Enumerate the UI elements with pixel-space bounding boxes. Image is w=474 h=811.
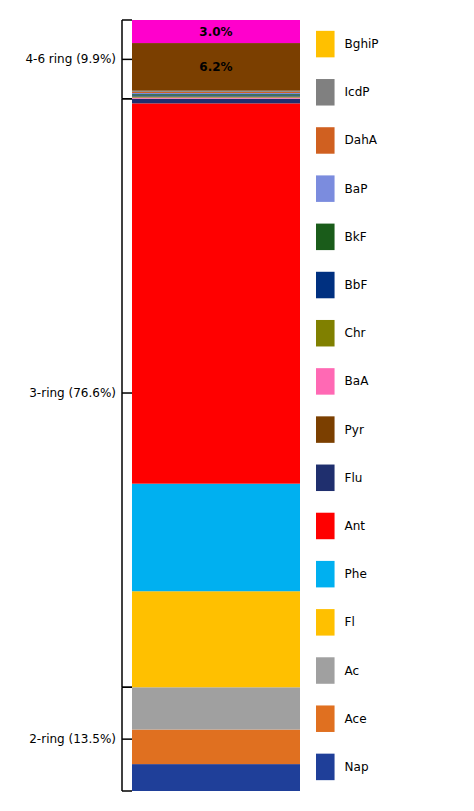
- group-bracket: [122, 20, 132, 99]
- legend-swatch: [316, 31, 335, 58]
- legend-label: Nap: [345, 760, 369, 774]
- bracket-line: [122, 98, 132, 100]
- bar-segment: [132, 484, 300, 592]
- legend-swatch: [316, 609, 335, 636]
- legend-swatch: [316, 224, 335, 251]
- legend-swatch: [316, 465, 335, 492]
- legend-label: Pyr: [345, 423, 364, 437]
- bar-segment: [132, 91, 300, 92]
- legend-label: Chr: [345, 326, 366, 340]
- legend-label: IcdP: [345, 85, 370, 99]
- legend-label: Fl: [345, 615, 355, 629]
- bracket-line: [122, 790, 132, 792]
- legend-label: DahA: [345, 133, 378, 147]
- bar-segment: [132, 730, 300, 765]
- legend-swatch: [316, 368, 335, 395]
- group-label: 2-ring (13.5%): [29, 732, 116, 746]
- bars: [132, 20, 300, 791]
- bracket-line: [122, 738, 132, 740]
- legend-swatch: [316, 754, 335, 781]
- bar-segment: [132, 95, 300, 96]
- data-label: 3.0%: [199, 25, 232, 39]
- legend-label: Flu: [345, 471, 363, 485]
- legend-swatch: [316, 175, 335, 202]
- legend-swatch: [316, 561, 335, 588]
- bar-segment: [132, 20, 300, 43]
- bar-segment: [132, 764, 300, 791]
- legend-label: Phe: [345, 567, 367, 581]
- legend-swatch: [316, 416, 335, 443]
- chart: 6.2% 3.0% 2-ring (13.5%) 3-ring (76.6%) 4-6 …: [0, 0, 474, 811]
- group-bracket: [122, 99, 132, 688]
- data-label: 6.2%: [199, 60, 232, 74]
- legend-label: Ac: [345, 664, 360, 678]
- legend-label: BghiP: [345, 37, 379, 51]
- legend-label: BkF: [345, 230, 367, 244]
- legend-swatch: [316, 513, 335, 540]
- legend-swatch: [316, 272, 335, 299]
- bar-segment: [132, 103, 300, 483]
- group-label: 3-ring (76.6%): [29, 386, 116, 400]
- bracket-line: [122, 687, 132, 689]
- bar-segment: [132, 591, 300, 687]
- bracket-line: [122, 687, 132, 689]
- bar-segment: [132, 687, 300, 729]
- bar-segment: [132, 98, 300, 99]
- bar-segment: [132, 94, 300, 95]
- legend-label: Ant: [345, 519, 366, 533]
- group-label: 4-6 ring (9.9%): [25, 52, 116, 66]
- bar-segment: [132, 92, 300, 93]
- legend-swatch: [316, 127, 335, 154]
- legend: BghiP IcdP DahA BaP BkF BbF Chr BaA Pyr Flu Ant Phe…: [316, 31, 379, 780]
- legend-label: Ace: [345, 712, 367, 726]
- bracket-line: [122, 59, 132, 61]
- bar-segment: [132, 93, 300, 94]
- bar-segment: [132, 99, 300, 104]
- legend-label: BaA: [345, 374, 370, 388]
- bar-segment: [132, 43, 300, 91]
- legend-swatch: [316, 79, 335, 106]
- legend-label: BaP: [345, 182, 368, 196]
- legend-label: BbF: [345, 278, 368, 292]
- legend-swatch: [316, 705, 335, 732]
- bracket-line: [122, 98, 132, 100]
- labels: 6.2% 3.0% 2-ring (13.5%) 3-ring (76.6%) 4-6 …: [25, 25, 232, 747]
- legend-swatch: [316, 657, 335, 684]
- group-bracket: [122, 687, 132, 791]
- legend-swatch: [316, 320, 335, 347]
- bracket-line: [122, 392, 132, 394]
- bracket-line: [122, 19, 132, 21]
- bar-segment: [132, 96, 300, 97]
